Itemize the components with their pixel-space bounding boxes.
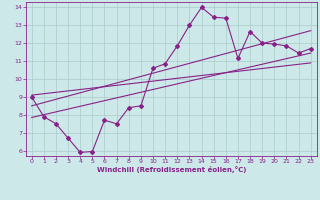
X-axis label: Windchill (Refroidissement éolien,°C): Windchill (Refroidissement éolien,°C)	[97, 166, 246, 173]
